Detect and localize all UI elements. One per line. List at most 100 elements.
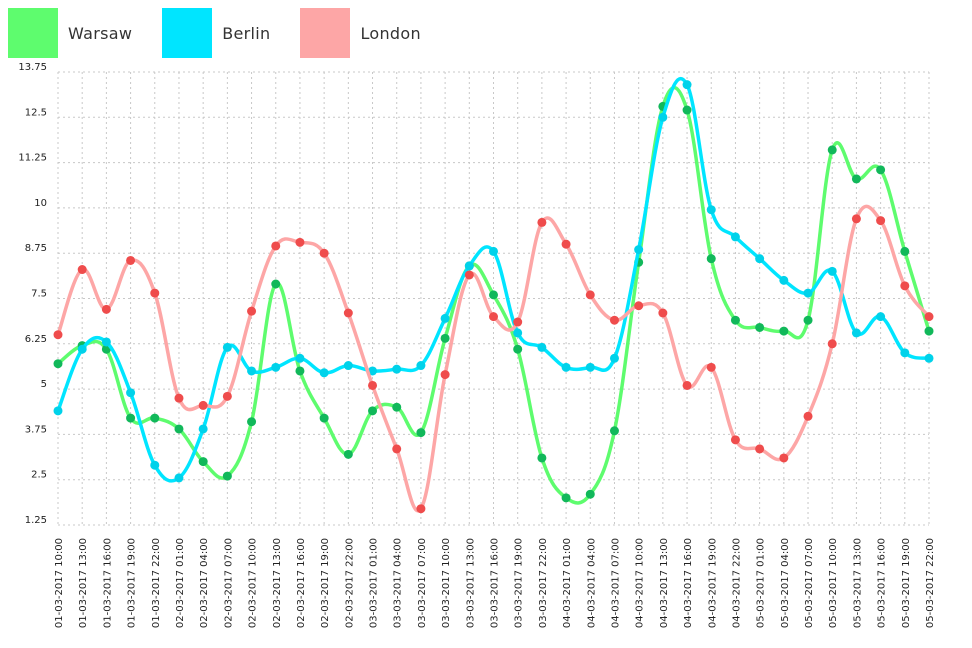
data-point-berlin (392, 364, 402, 374)
x-tick-label: 03-03-2017 22:00 (538, 538, 549, 628)
data-point-warsaw (851, 174, 861, 184)
y-tick-label: 10 (34, 198, 47, 209)
x-tick-label: 04-03-2017 04:00 (586, 538, 597, 628)
data-point-warsaw (174, 424, 184, 434)
data-point-berlin (222, 342, 232, 352)
data-point-warsaw (585, 489, 595, 499)
data-point-warsaw (489, 290, 498, 300)
data-point-london (53, 330, 63, 340)
grid (57, 71, 930, 526)
data-point-berlin (126, 388, 136, 398)
data-point-london (730, 435, 740, 445)
data-point-berlin (343, 361, 353, 371)
data-point-berlin (416, 361, 426, 371)
data-point-london (658, 308, 668, 318)
data-point-london (319, 248, 329, 258)
x-tick-label: 01-03-2017 16:00 (102, 538, 113, 628)
x-tick-label: 05-03-2017 16:00 (877, 538, 888, 628)
data-point-warsaw (150, 413, 160, 423)
y-tick-label: 12.5 (25, 107, 47, 118)
series-warsaw (53, 85, 934, 505)
data-point-london (464, 270, 474, 280)
data-point-warsaw (416, 428, 426, 438)
x-tick-label: 02-03-2017 13:00 (272, 538, 283, 628)
y-tick-label: 13.75 (18, 62, 47, 73)
data-point-berlin (174, 473, 184, 483)
data-point-berlin (513, 328, 523, 338)
x-tick-label: 03-03-2017 19:00 (514, 538, 525, 628)
data-point-warsaw (900, 246, 910, 256)
data-point-berlin (77, 344, 87, 354)
data-point-london (827, 339, 837, 349)
data-point-warsaw (343, 449, 353, 459)
data-point-london (295, 237, 305, 247)
data-point-berlin (682, 80, 692, 90)
x-tick-label: 02-03-2017 01:00 (175, 538, 186, 628)
legend-item-warsaw[interactable]: Warsaw (8, 8, 132, 58)
y-tick-label: 7.5 (31, 289, 47, 300)
data-point-berlin (537, 342, 547, 352)
legend-item-berlin[interactable]: Berlin (162, 8, 270, 58)
data-point-london (222, 391, 232, 401)
data-point-berlin (247, 366, 257, 376)
legend-label: London (360, 23, 421, 43)
data-point-berlin (150, 460, 160, 470)
data-point-london (706, 362, 716, 372)
data-point-berlin (876, 312, 886, 322)
x-tick-label: 03-03-2017 10:00 (441, 538, 452, 628)
legend: Warsaw Berlin London (8, 8, 451, 58)
legend-item-london[interactable]: London (300, 8, 421, 58)
data-point-london (489, 312, 498, 322)
x-tick-label: 04-03-2017 13:00 (659, 538, 670, 628)
data-point-warsaw (53, 359, 63, 369)
data-point-warsaw (247, 417, 257, 427)
x-tick-label: 01-03-2017 22:00 (151, 538, 162, 628)
data-point-london (851, 214, 861, 224)
data-point-berlin (271, 362, 281, 372)
data-point-warsaw (126, 413, 136, 423)
data-point-warsaw (730, 315, 740, 325)
y-tick-label: 5 (41, 379, 47, 390)
data-point-warsaw (827, 145, 837, 155)
x-tick-label: 05-03-2017 04:00 (780, 538, 791, 628)
data-point-london (537, 217, 547, 227)
data-point-berlin (658, 112, 668, 122)
data-point-berlin (489, 246, 498, 256)
data-point-warsaw (706, 254, 716, 264)
data-point-warsaw (513, 344, 523, 354)
data-point-warsaw (609, 426, 619, 436)
data-point-warsaw (271, 279, 281, 289)
x-tick-label: 05-03-2017 22:00 (925, 538, 936, 628)
data-point-london (513, 317, 523, 327)
legend-label: Berlin (222, 23, 271, 43)
x-tick-label: 03-03-2017 07:00 (417, 538, 428, 628)
data-point-berlin (634, 245, 644, 255)
x-tick-label: 01-03-2017 13:00 (78, 538, 89, 628)
data-point-berlin (319, 368, 329, 378)
data-point-london (924, 312, 934, 322)
y-tick-label: 2.5 (31, 470, 47, 481)
data-point-berlin (706, 205, 716, 215)
data-point-london (101, 304, 111, 314)
x-tick-label: 05-03-2017 10:00 (828, 538, 839, 628)
data-point-berlin (53, 406, 63, 416)
data-point-warsaw (537, 453, 547, 463)
legend-swatch (8, 8, 58, 58)
data-point-berlin (198, 424, 208, 434)
x-tick-label: 05-03-2017 07:00 (804, 538, 815, 628)
data-point-warsaw (198, 457, 208, 467)
data-point-london (440, 370, 450, 380)
data-point-berlin (368, 366, 378, 376)
data-point-berlin (585, 362, 595, 372)
data-point-london (609, 315, 619, 325)
data-point-london (803, 411, 813, 421)
x-tick-label: 04-03-2017 07:00 (610, 538, 621, 628)
y-tick-label: 11.25 (18, 153, 47, 164)
data-point-london (343, 308, 353, 318)
data-point-warsaw (682, 105, 692, 115)
data-point-london (876, 216, 886, 226)
y-axis: 1.25 2.5 3.75 5 6.25 7.5 8.75 10 11.25 12.5 13.75 (18, 62, 47, 526)
x-tick-label: 02-03-2017 19:00 (320, 538, 331, 628)
data-point-warsaw (755, 322, 765, 332)
data-point-warsaw (561, 493, 571, 503)
